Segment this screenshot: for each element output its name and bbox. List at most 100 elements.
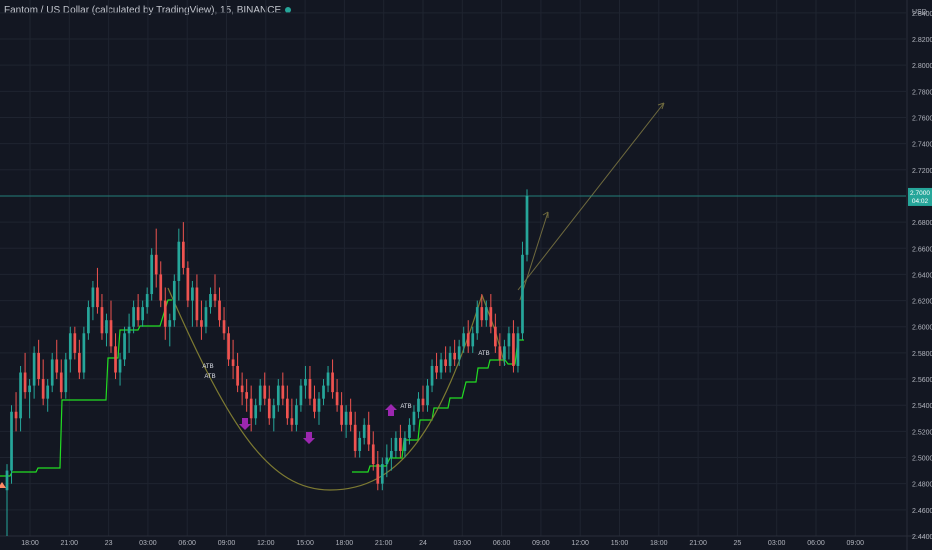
candle-body (182, 242, 185, 268)
time-tick-label: 24 (419, 540, 427, 547)
candle-body (304, 379, 307, 386)
candle-body (422, 399, 425, 406)
atb-label: ATB (400, 404, 411, 410)
price-tick-label: 2.6200 (912, 299, 932, 306)
candle-body (105, 320, 108, 333)
time-tick-label: 09:00 (218, 540, 236, 547)
candle-body (404, 438, 407, 451)
time-tick-label: 21:00 (689, 540, 707, 547)
candle-body (291, 418, 294, 425)
price-tick-label: 2.4800 (912, 482, 932, 489)
candle-body (467, 333, 470, 346)
price-tick-label: 2.6800 (912, 220, 932, 227)
candle-body (517, 333, 520, 366)
candle-body (485, 307, 488, 320)
candle-body (286, 399, 289, 419)
candle-body (92, 288, 95, 308)
candle-body (69, 333, 72, 359)
candle-body (155, 255, 158, 275)
time-tick-label: 09:00 (532, 540, 550, 547)
price-tick-label: 2.5200 (912, 429, 932, 436)
time-tick-label: 15:00 (611, 540, 629, 547)
price-tick-label: 2.7600 (912, 115, 932, 122)
time-tick-label: 21:00 (61, 540, 79, 547)
candle-body (209, 294, 212, 307)
candle-body (363, 425, 366, 438)
candle-body (313, 399, 316, 412)
cup-curve (168, 288, 482, 490)
time-tick-label: 12:00 (257, 540, 275, 547)
candle-body (245, 392, 248, 399)
candle-body (331, 373, 334, 393)
candle-body (187, 268, 190, 301)
candle-body (395, 438, 398, 451)
price-tick-label: 2.5400 (912, 403, 932, 410)
candle-body (132, 307, 135, 327)
price-tick-label: 2.6000 (912, 325, 932, 332)
price-tick-label: 2.4400 (912, 534, 932, 541)
candle-body (390, 451, 393, 458)
time-tick-label: 06:00 (493, 540, 511, 547)
candle-body (141, 307, 144, 320)
candle-body (526, 196, 529, 255)
candle-body (214, 294, 217, 301)
candle-body (42, 379, 45, 399)
price-tick-label: 2.8200 (912, 37, 932, 44)
price-tick-label: 2.7400 (912, 142, 932, 149)
price-tick-label: 2.5600 (912, 377, 932, 384)
candle-body (73, 333, 76, 353)
candle-body (33, 353, 36, 386)
candle-body (28, 386, 31, 393)
candle-body (110, 320, 113, 346)
atb-label: ATB (202, 364, 213, 370)
down-arrow-icon (239, 418, 251, 430)
price-axis: 2.4400 2.4600 2.4800 2.5000 2.5200 2.5400 2.56… (907, 0, 932, 550)
candle-body (83, 333, 86, 372)
candle-body (381, 464, 384, 484)
candle-body (309, 379, 312, 399)
candle-body (480, 307, 483, 320)
candle-body (173, 281, 176, 320)
time-axis: 18:00 21:00 23 03:00 06:00 09:00 12:00 15:00 18:… (0, 536, 932, 547)
candle-body (191, 288, 194, 301)
projection-line-short (520, 212, 548, 300)
candle-body (444, 359, 447, 366)
candle-body (462, 333, 465, 346)
candle-body (119, 359, 122, 372)
candle-body (435, 366, 438, 373)
candle-body (349, 412, 352, 425)
currency-label: USD (912, 9, 927, 16)
time-tick-label: 23 (105, 540, 113, 547)
candle-body (177, 242, 180, 281)
candle-body (521, 255, 524, 333)
candle-body (10, 412, 13, 471)
price-tick-label: 2.4600 (912, 508, 932, 515)
time-tick-label: 18:00 (21, 540, 39, 547)
up-arrow-icon (385, 404, 397, 416)
candle-body (503, 346, 506, 359)
candle-body (24, 373, 27, 393)
price-tick-label: 2.5800 (912, 351, 932, 358)
candle-body (101, 307, 104, 333)
price-tick-label: 2.5000 (912, 456, 932, 463)
time-tick-label: 03:00 (454, 540, 472, 547)
candle-body (268, 399, 271, 419)
candle-body (408, 425, 411, 438)
candle-body (354, 425, 357, 451)
time-tick-label: 15:00 (296, 540, 314, 547)
candle-body (218, 301, 221, 321)
candle-body (250, 399, 253, 419)
candle-body (64, 359, 67, 392)
last-price-label: 2.7000 (910, 190, 930, 197)
candle-body (19, 373, 22, 419)
candle-body (489, 307, 492, 327)
price-tick-label: 2.7800 (912, 89, 932, 96)
candle-body (128, 327, 131, 334)
candle-body (259, 386, 262, 406)
candle-body (137, 307, 140, 320)
time-tick-label: 09:00 (847, 540, 865, 547)
candle-body (295, 405, 298, 425)
candle-body (196, 288, 199, 321)
candle-body (114, 346, 117, 372)
